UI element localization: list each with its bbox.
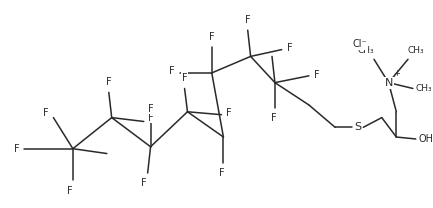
Text: F: F	[219, 168, 224, 178]
Text: F: F	[169, 66, 175, 76]
Text: CH₃: CH₃	[416, 84, 433, 93]
Text: Cl⁻: Cl⁻	[352, 39, 367, 49]
Text: N: N	[385, 78, 393, 88]
Text: CH₃: CH₃	[357, 46, 374, 55]
Text: F: F	[271, 113, 277, 123]
Text: F: F	[148, 104, 153, 114]
Text: F: F	[182, 73, 187, 83]
Text: OH: OH	[419, 134, 433, 144]
Text: F: F	[245, 15, 251, 25]
Text: F: F	[141, 178, 147, 188]
Text: F: F	[287, 43, 292, 53]
Text: F: F	[14, 144, 19, 154]
Text: F: F	[67, 186, 73, 196]
Text: F: F	[314, 70, 320, 80]
Text: F: F	[226, 108, 232, 118]
Text: F: F	[209, 32, 215, 42]
Text: F: F	[43, 108, 48, 118]
Text: CH₃: CH₃	[408, 46, 425, 55]
Text: F: F	[106, 77, 112, 87]
Text: S: S	[354, 122, 361, 132]
Text: F: F	[148, 113, 153, 123]
Text: +: +	[394, 69, 400, 78]
